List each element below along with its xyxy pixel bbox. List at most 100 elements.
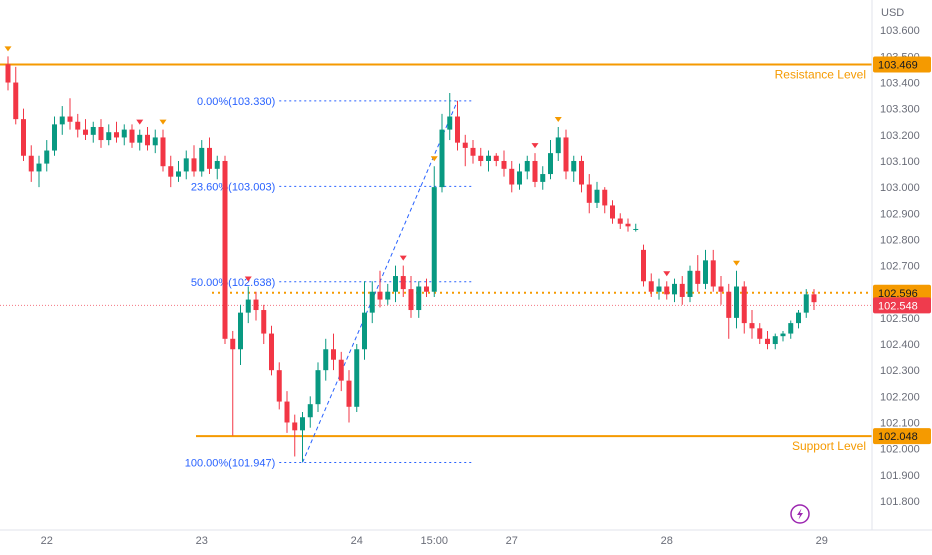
candle-body	[749, 323, 755, 329]
candle	[571, 155, 577, 182]
candle	[315, 362, 321, 413]
candle-body	[703, 260, 708, 284]
candle-body	[292, 422, 298, 431]
candle-body	[331, 349, 336, 360]
candle-body	[253, 299, 259, 311]
candle	[563, 129, 569, 180]
candle	[532, 153, 538, 188]
candle	[245, 286, 251, 324]
candle-body	[307, 404, 313, 418]
candle-body	[214, 160, 220, 169]
candle-body	[679, 283, 685, 297]
candle	[191, 145, 197, 177]
candle	[400, 265, 406, 297]
candle	[36, 155, 42, 188]
candle	[300, 412, 305, 462]
candle	[323, 338, 329, 381]
price-tag-bg	[873, 56, 931, 73]
price-tag-text: 102.596	[878, 288, 918, 300]
price-tag-text: 102.048	[878, 431, 918, 443]
candle-body	[168, 166, 174, 177]
candle	[555, 126, 561, 161]
candle	[261, 304, 267, 345]
candle-body	[83, 129, 88, 135]
candle-body	[579, 160, 584, 185]
currency-label: USD	[881, 7, 904, 19]
candle	[238, 304, 243, 365]
candle-body	[207, 147, 212, 169]
x-tick-label: 27	[506, 535, 518, 547]
y-tick-label: 103.300	[880, 104, 920, 116]
lightning-icon[interactable]	[790, 504, 810, 524]
y-tick-label: 102.900	[880, 208, 920, 220]
candle-body	[137, 134, 143, 143]
candle	[160, 129, 166, 172]
signal-markers	[4, 46, 740, 282]
candle-body	[524, 160, 530, 172]
candle-body	[424, 286, 429, 292]
candle	[253, 291, 259, 321]
candle-body	[129, 129, 135, 143]
candle-body	[199, 147, 205, 172]
candle-body	[222, 160, 228, 339]
candle	[765, 330, 770, 350]
candle	[331, 333, 336, 371]
candle-body	[152, 137, 158, 146]
candle-body	[509, 168, 515, 185]
candle	[284, 391, 290, 433]
candle-body	[648, 281, 654, 292]
y-tick-label: 102.800	[880, 234, 920, 246]
candle-body	[338, 359, 344, 381]
candle-body	[757, 328, 763, 339]
candle	[803, 289, 809, 318]
signal-arrow	[663, 271, 671, 277]
candle-body	[377, 291, 383, 300]
signal-arrow	[399, 255, 407, 261]
fib-level-label: 50.00%(102.638)	[191, 277, 275, 289]
candle-body	[284, 401, 290, 423]
candle-body	[687, 270, 693, 297]
candle	[703, 249, 708, 290]
candle-body	[803, 294, 809, 313]
candle	[788, 320, 794, 339]
y-tick-label: 102.500	[880, 313, 920, 325]
candle	[517, 163, 522, 190]
candle	[207, 137, 212, 175]
candle-body	[21, 119, 26, 156]
candle-body	[447, 116, 453, 130]
candle	[656, 278, 662, 300]
candle-body	[44, 150, 50, 164]
candle	[447, 92, 453, 141]
candle-body	[517, 171, 522, 185]
candle	[811, 289, 817, 311]
candle-body	[625, 223, 631, 227]
candle	[579, 155, 584, 193]
candle-body	[276, 370, 282, 402]
candle	[67, 98, 73, 130]
candle	[718, 276, 724, 305]
candle-body	[594, 189, 600, 203]
candle-body	[532, 160, 538, 182]
candle-body	[416, 286, 422, 311]
candle	[757, 323, 763, 345]
y-tick-label: 103.600	[880, 25, 920, 37]
price-tag-text: 103.469	[878, 59, 918, 71]
candle-body	[540, 174, 546, 182]
candle	[393, 265, 398, 303]
candle-body	[261, 310, 267, 334]
candle	[59, 106, 65, 135]
candle-body	[672, 283, 677, 295]
y-tick-label: 102.400	[880, 339, 920, 351]
candle-body	[369, 291, 375, 313]
y-tick-label: 102.000	[880, 444, 920, 456]
candle-body	[486, 155, 491, 161]
candle-body	[5, 64, 11, 83]
candle-body	[772, 336, 778, 345]
candle-body	[300, 417, 305, 431]
candle	[679, 276, 685, 305]
candle	[594, 181, 600, 209]
candle	[214, 155, 220, 180]
candle	[114, 121, 119, 143]
